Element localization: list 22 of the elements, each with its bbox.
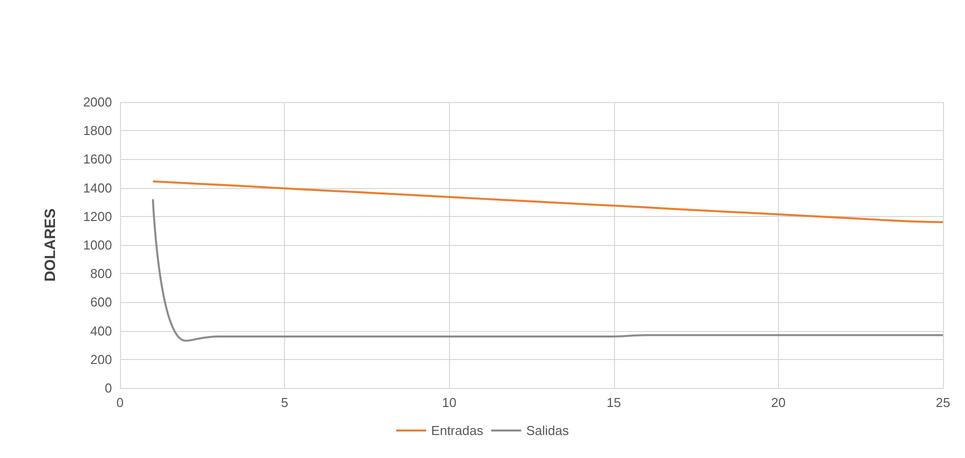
y-tick-label: 400 [90,323,112,338]
y-tick-label: 1400 [83,180,112,196]
x-tick-label: 20 [771,395,786,410]
y-tick-label: 1200 [83,208,112,224]
y-tick-label: 600 [90,294,112,310]
x-tick-label: 15 [606,395,622,410]
y-tick-label: 1600 [83,152,112,167]
legend-label: Entradas [431,423,484,438]
y-tick-label: 1800 [83,123,112,138]
legend-label: Salidas [526,423,570,438]
x-tick-label: 5 [280,395,288,410]
y-tick-label: 1000 [83,238,112,252]
y-tick-label: 200 [90,352,112,367]
y-tick-label: 2000 [83,94,112,110]
y-tick-label: 0 [104,380,112,396]
y-axis-title: DOLARES [42,208,59,282]
x-tick-label: 0 [116,395,124,410]
line-series [152,198,944,342]
y-tick-label: 800 [90,266,112,282]
x-tick-label: 25 [936,395,950,410]
x-tick-label: 10 [442,395,456,410]
line-series [152,180,944,224]
